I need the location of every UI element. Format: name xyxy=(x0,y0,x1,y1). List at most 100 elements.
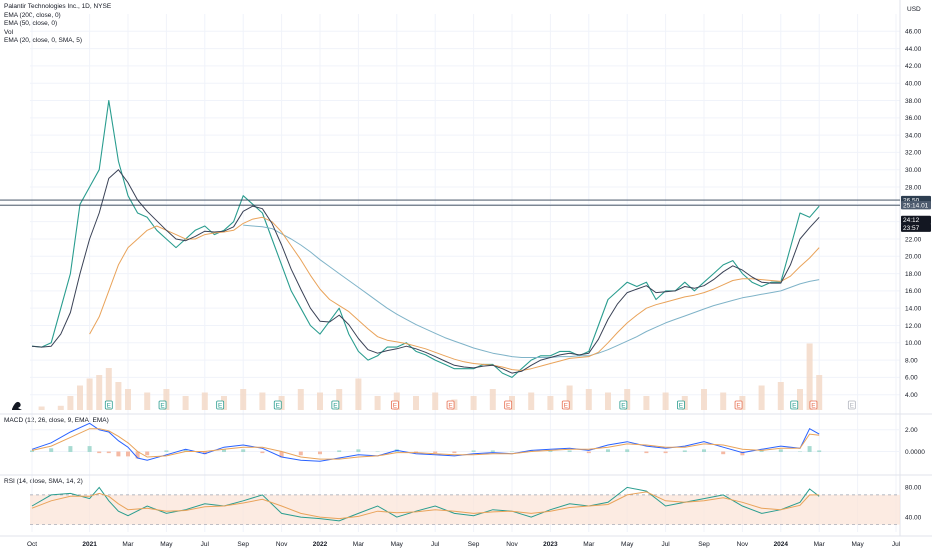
rsi-line xyxy=(31,486,820,522)
price-tick-label: 10.00 xyxy=(905,340,922,347)
earnings-marker-label: E xyxy=(564,402,569,409)
macd-histogram-bar xyxy=(126,451,130,457)
price-tick-label: 38.00 xyxy=(905,98,922,105)
macd-signal-line xyxy=(31,428,820,460)
macd-histogram-bar xyxy=(356,449,361,453)
rsi-pane-label[interactable]: RSI (14, close, SMA, 14, 2) xyxy=(4,478,83,485)
volume-legend[interactable]: Vol xyxy=(4,28,14,36)
volume-bar xyxy=(57,405,64,410)
price-tick-label: 6.00 xyxy=(905,375,918,382)
time-tick-label: Jul xyxy=(892,541,901,548)
macd-histogram-bar xyxy=(298,451,303,456)
time-tick-label: Oct xyxy=(27,541,37,548)
time-tick-label: Jul xyxy=(661,541,670,548)
volume-bar xyxy=(605,392,611,410)
time-tick-label: Mar xyxy=(353,541,365,548)
time-tick-label: Jul xyxy=(201,541,210,548)
rsi-tick-label: 40.00 xyxy=(905,514,922,521)
volume-bar xyxy=(797,389,803,410)
time-tick-label: Mar xyxy=(122,541,134,548)
price-line xyxy=(31,99,820,378)
time-tick-label: 2021 xyxy=(82,541,97,548)
macd-histogram-bar xyxy=(471,450,476,453)
earnings-marker xyxy=(790,400,799,410)
macd-histogram-bar xyxy=(452,451,457,454)
earnings-marker xyxy=(331,400,340,410)
macd-histogram-bar xyxy=(116,451,121,457)
earnings-marker xyxy=(809,400,818,410)
time-tick-label: May xyxy=(851,541,864,548)
volume-bar xyxy=(585,389,592,410)
time-tick-label: Mar xyxy=(583,541,595,548)
ema20-legend[interactable]: EMA (20, close, 0, SMA, 5) xyxy=(4,37,83,45)
earnings-marker-label: E xyxy=(621,402,626,409)
macd-pane-label[interactable]: MACD (12, 26, close, 9, EMA, EMA) xyxy=(4,417,109,424)
time-tick-label: May xyxy=(621,541,634,548)
volume-bar xyxy=(105,368,112,410)
macd-histogram-bar xyxy=(510,451,514,453)
volume-bar xyxy=(470,396,477,410)
earnings-marker-label: E xyxy=(160,402,165,409)
symbol-title[interactable]: Palantir Technologies Inc., 1D, NYSE xyxy=(4,3,112,10)
macd-histogram-bar xyxy=(260,451,265,454)
volume-bar xyxy=(662,392,669,410)
ema50-legend[interactable]: EMA (50, close, 0) xyxy=(4,20,58,28)
price-tick-label: 42.00 xyxy=(905,63,922,70)
macd-histogram-bar xyxy=(433,451,438,454)
macd-histogram-bar xyxy=(702,449,706,453)
macd-histogram-bar xyxy=(68,446,73,453)
price-tick-label: 8.00 xyxy=(905,357,918,364)
volume-bar xyxy=(163,389,170,410)
macd-histogram-bar xyxy=(586,451,591,454)
volume-bar xyxy=(489,389,496,410)
macd-histogram-bar xyxy=(30,450,34,453)
price-tag-label: 23:57 xyxy=(903,225,920,232)
volume-bar xyxy=(259,392,266,410)
price-tag-label: 24:12 xyxy=(903,217,920,224)
ema200-line xyxy=(243,224,820,358)
macd-histogram-bar xyxy=(106,451,111,454)
macd-histogram-bar xyxy=(49,448,54,453)
volume-bar xyxy=(86,378,93,410)
earnings-marker xyxy=(158,400,167,410)
volume-bar xyxy=(67,396,74,410)
volume-bar xyxy=(806,343,813,410)
macd-histogram-bar xyxy=(567,450,572,453)
earnings-marker-label: E xyxy=(506,402,511,409)
macd-histogram-bar xyxy=(279,451,284,458)
time-tick-label: May xyxy=(160,541,173,548)
volume-bar xyxy=(317,392,323,410)
rsi-band xyxy=(30,494,900,525)
volume-bar xyxy=(624,389,631,410)
time-tick-label: Nov xyxy=(276,541,288,548)
volume-bar xyxy=(413,396,419,410)
price-tick-label: 34.00 xyxy=(905,132,922,139)
macd-histogram-bar xyxy=(625,449,630,453)
earnings-marker-label: E xyxy=(850,402,855,409)
price-tag xyxy=(901,223,931,232)
rsi-ma-line xyxy=(31,491,820,520)
time-tick-label: Sep xyxy=(237,541,249,548)
time-tick-label: 2024 xyxy=(774,541,789,548)
volume-bar xyxy=(144,392,151,410)
macd-histogram-bar xyxy=(222,449,226,453)
earnings-marker xyxy=(390,400,399,410)
volume-bar xyxy=(816,375,823,410)
macd-histogram-bar xyxy=(490,450,495,453)
time-tick-label: Mar xyxy=(814,541,826,548)
earnings-marker xyxy=(104,400,113,410)
time-tick-label: 2023 xyxy=(543,541,558,548)
earnings-marker-label: E xyxy=(448,402,453,409)
earnings-marker xyxy=(561,400,570,410)
earnings-marker-label: E xyxy=(736,402,741,409)
volume-bar xyxy=(528,392,535,410)
volume-bar xyxy=(336,389,343,410)
volume-bar xyxy=(758,385,765,410)
earnings-marker xyxy=(446,400,455,410)
price-tick-label: 4.00 xyxy=(905,392,918,399)
earnings-marker xyxy=(504,400,513,410)
currency-label: USD xyxy=(907,6,921,13)
volume-bar xyxy=(374,396,381,410)
ema50-line xyxy=(89,216,820,371)
